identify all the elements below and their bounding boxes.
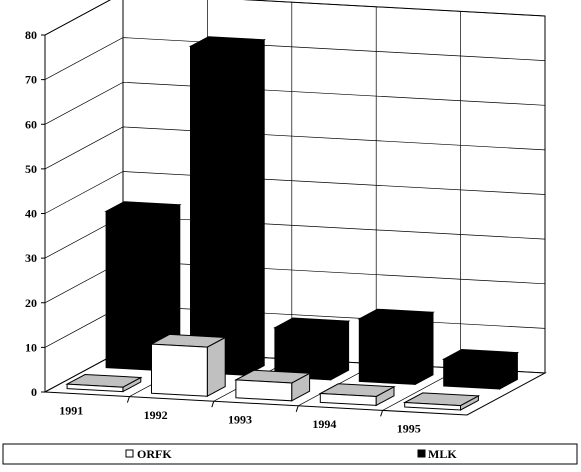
gridline [44,126,546,170]
y-tick-label: 60 [25,117,37,131]
bar-front [66,383,124,393]
legend-label-mlk: MLK [428,447,457,461]
legend: ORFK MLK [2,443,578,465]
y-tick-label: 70 [25,73,37,87]
bar-front [274,327,332,381]
bar-side [206,336,226,398]
y-tick-label: 20 [25,296,37,310]
x-tick-label: 1994 [312,417,336,431]
bar-orfk-1991 [65,373,143,393]
bar-side [245,38,265,377]
x-tick-mark [211,401,215,408]
bar-mlk-1992 [188,36,266,377]
bar-orfk-1992 [149,333,228,398]
bar-orfk-1995 [402,392,481,411]
y-tick-label: 50 [25,162,37,176]
x-tick-mark [126,396,130,403]
y-tick-label: 40 [25,207,37,221]
x-axis-tick-labels: 1991 1992 1993 1994 1995 [59,403,421,435]
legend-swatch-orfk [125,449,134,458]
bar-side [330,320,350,381]
y-tick-label: 80 [25,28,37,42]
x-tick-label: 1992 [144,408,168,422]
y-tick-label: 0 [31,385,37,399]
bars [65,36,520,411]
y-axis-tick-labels: 0 10 20 30 40 50 60 70 80 [25,28,37,399]
bar-mlk-1991 [104,201,182,372]
bar-mlk-1994 [357,308,435,386]
x-tick-label: 1991 [59,403,83,417]
gridline [44,0,546,36]
bar-front [404,401,461,411]
gridline [44,171,546,214]
bar-orfk-1993 [234,369,312,402]
legend-box [2,443,578,465]
bar-front [235,379,293,402]
y-tick-label: 30 [25,251,37,265]
bar-mlk-1995 [441,348,520,390]
bar-front [151,343,208,397]
legend-label-orfk: ORFK [137,447,172,461]
gridline [44,81,546,125]
legend-swatch-mlk [417,449,426,458]
bar-front [105,210,163,372]
x-tick-label: 1995 [397,422,421,436]
x-tick-mark [295,405,299,412]
bar-side [414,311,434,386]
y-tick-label: 10 [25,340,37,354]
x-tick-mark [380,410,384,417]
bar-front [358,318,416,385]
bar-front [443,358,500,390]
bar-front [319,392,377,406]
bar-mlk-1993 [273,317,351,381]
gridline [44,37,546,80]
bar-front [190,45,247,376]
bar-orfk-1994 [318,383,396,407]
x-tick-label: 1993 [228,413,252,427]
